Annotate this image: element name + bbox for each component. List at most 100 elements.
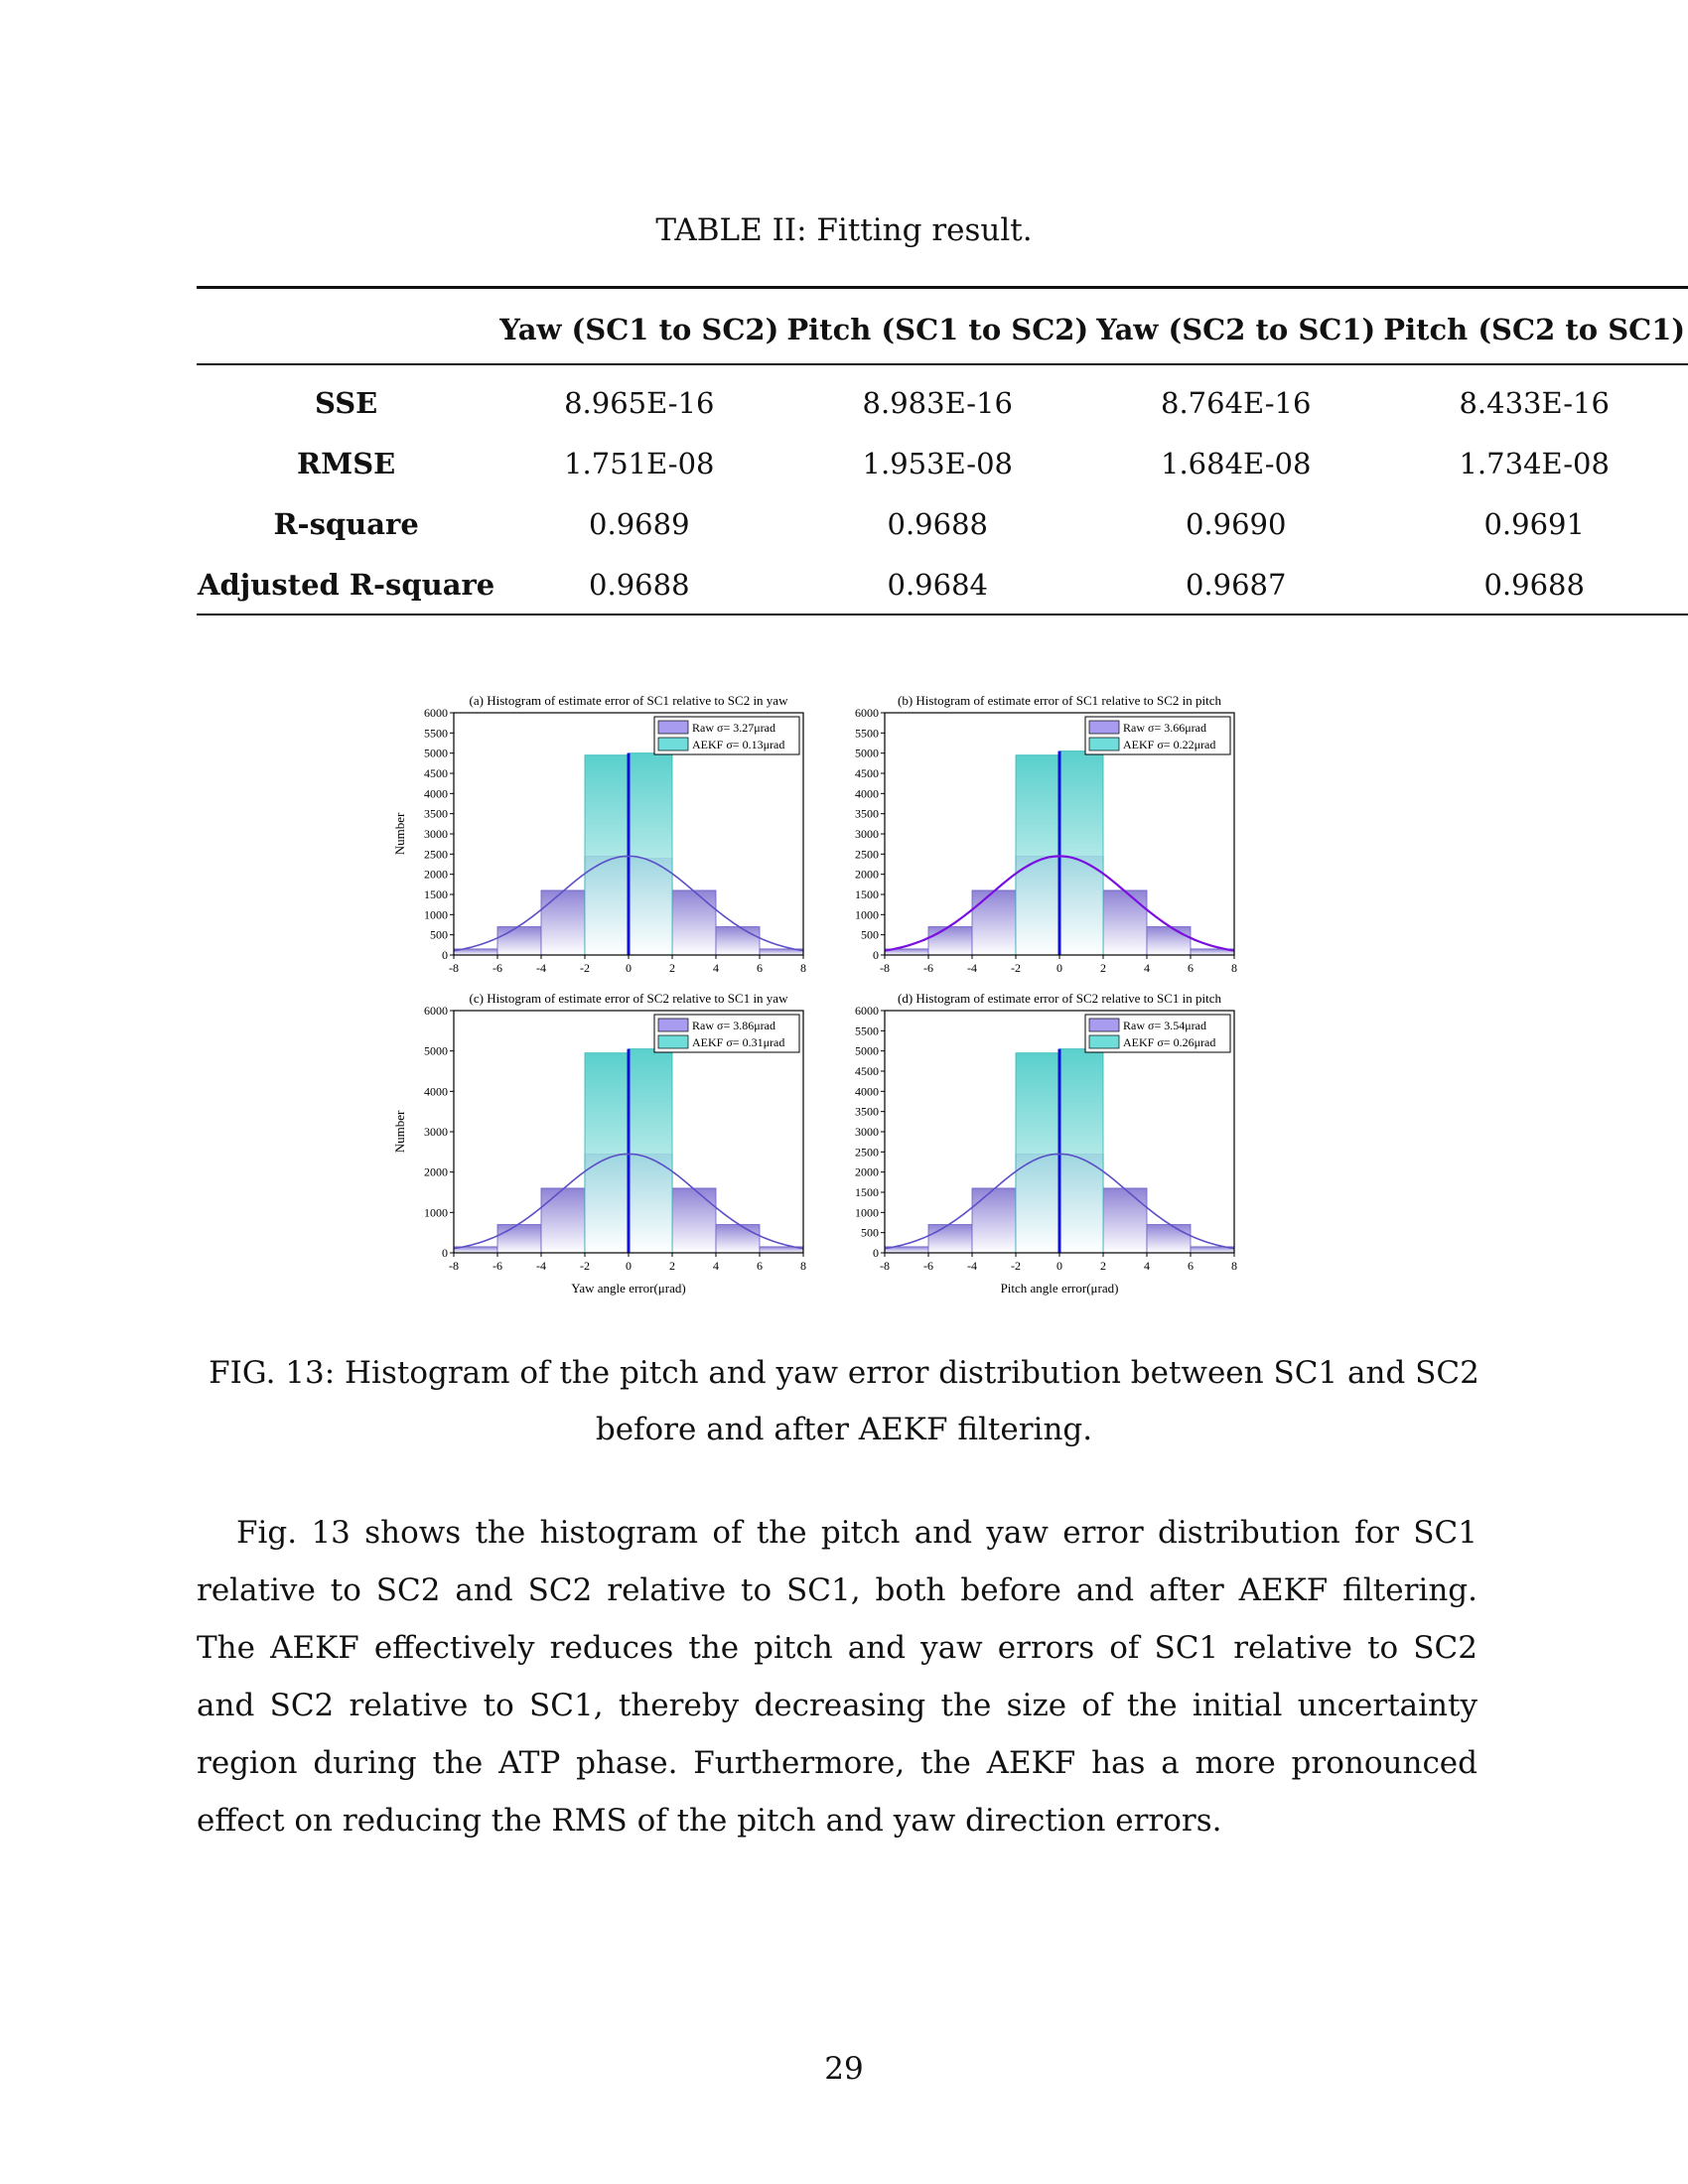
table-cell: 8.764E-16 — [1161, 385, 1312, 420]
legend-swatch-raw — [657, 1018, 689, 1032]
table-row-label: R-square — [273, 506, 419, 541]
legend-swatch-aekf — [657, 737, 689, 751]
x-tick-label: 0 — [1056, 1259, 1062, 1273]
x-tick-label: -8 — [449, 961, 459, 975]
y-tick-label: 0 — [442, 948, 448, 962]
legend-label-raw: Raw σ= 3.66μrad — [1123, 721, 1206, 735]
table-cell: 8.965E-16 — [564, 385, 715, 420]
y-tick-label: 5500 — [855, 726, 879, 740]
y-tick-label: 0 — [873, 1246, 879, 1260]
legend-label-raw: Raw σ= 3.27μrad — [692, 721, 775, 735]
legend-label-aekf: AEKF σ= 0.13μrad — [692, 738, 784, 751]
x-tick-label: -4 — [536, 961, 546, 975]
raw-histogram-bar — [927, 1224, 973, 1254]
y-tick-label: 5500 — [855, 1024, 879, 1037]
x-tick-label: 8 — [1231, 1259, 1237, 1273]
raw-fit-curve — [884, 855, 1235, 952]
raw-histogram-bar — [715, 926, 761, 956]
table-row: SSE 8.965E-16 8.983E-16 8.764E-16 8.433E… — [197, 363, 1688, 433]
aekf-histogram-bar — [584, 1052, 630, 1254]
y-tick-label: 500 — [861, 1226, 879, 1240]
table-cell: 0.9690 — [1185, 506, 1287, 541]
aekf-histogram-bar — [584, 754, 630, 956]
y-tick-label: 4000 — [855, 1084, 879, 1098]
y-tick-label: 4500 — [424, 766, 448, 780]
raw-histogram-bar — [540, 889, 586, 956]
raw-fit-curve — [453, 1153, 804, 1250]
raw-fit-curve — [453, 855, 804, 952]
y-tick-label: 3000 — [855, 827, 879, 841]
x-tick-label: 8 — [800, 961, 806, 975]
table-cell: 1.684E-08 — [1161, 446, 1312, 480]
legend-label-raw: Raw σ= 3.54μrad — [1123, 1019, 1206, 1032]
x-tick-label: 4 — [1144, 961, 1150, 975]
x-tick-label: 8 — [1231, 961, 1237, 975]
y-tick-label: 2000 — [855, 868, 879, 882]
y-tick-label: 5000 — [424, 747, 448, 760]
y-tick-label: 0 — [442, 1246, 448, 1260]
raw-histogram-bar — [715, 1224, 761, 1254]
x-tick-label: -4 — [967, 961, 977, 975]
x-tick-label: 6 — [1188, 1259, 1194, 1273]
legend-label-raw: Raw σ= 3.86μrad — [692, 1019, 775, 1032]
raw-fit-curve — [884, 1153, 1235, 1250]
aekf-histogram-bar — [1058, 1048, 1104, 1254]
raw-histogram-bar — [540, 1187, 586, 1254]
table-header-cell: Pitch (SC1 to SC2) — [786, 313, 1089, 346]
y-tick-label: 5500 — [424, 726, 448, 740]
x-tick-label: 0 — [626, 1259, 632, 1273]
x-tick-label: 2 — [1100, 1259, 1106, 1273]
table-cell: 0.9691 — [1483, 506, 1585, 541]
y-tick-label: 1500 — [855, 1185, 879, 1199]
y-tick-label: 1000 — [855, 1205, 879, 1219]
table-bottom-rule — [197, 614, 1688, 615]
y-tick-label: 4000 — [424, 786, 448, 800]
y-tick-label: 4000 — [424, 1084, 448, 1098]
table-cell: 1.734E-08 — [1459, 446, 1610, 480]
x-tick-label: 6 — [757, 961, 763, 975]
legend-swatch-raw — [1088, 1018, 1120, 1032]
x-axis-label: Yaw angle error(μrad) — [571, 1281, 685, 1296]
table-header-cell: Yaw (SC2 to SC1) — [1096, 313, 1376, 346]
y-tick-label: 4000 — [855, 786, 879, 800]
table-row-label: Adjusted R-square — [198, 567, 495, 602]
x-tick-label: -6 — [923, 961, 933, 975]
table-row: RMSE 1.751E-08 1.953E-08 1.684E-08 1.734… — [197, 433, 1688, 493]
y-tick-label: 6000 — [424, 1004, 448, 1018]
raw-histogram-bar — [496, 926, 542, 956]
table-row-label: SSE — [314, 385, 378, 420]
x-tick-label: -2 — [1011, 961, 1021, 975]
y-tick-label: 3000 — [855, 1125, 879, 1139]
raw-histogram-bar — [671, 1187, 717, 1254]
x-tick-label: -6 — [492, 1259, 502, 1273]
y-tick-label: 500 — [861, 928, 879, 942]
legend-label-aekf: AEKF σ= 0.31μrad — [692, 1035, 784, 1049]
x-tick-label: -6 — [923, 1259, 933, 1273]
y-tick-label: 1500 — [424, 887, 448, 901]
raw-histogram-bar — [971, 1187, 1017, 1254]
table-cell: 0.9684 — [887, 567, 988, 602]
table-cell: 8.433E-16 — [1459, 385, 1610, 420]
x-tick-label: -6 — [492, 961, 502, 975]
chart-title: (b) Histogram of estimate error of SC1 r… — [898, 693, 1222, 708]
x-tick-label: -2 — [580, 1259, 590, 1273]
y-tick-label: 1500 — [855, 887, 879, 901]
raw-histogram-bar — [971, 889, 1017, 956]
figure-caption: FIG. 13: Histogram of the pitch and yaw … — [209, 1355, 1479, 1447]
y-tick-label: 2000 — [424, 1165, 448, 1179]
table-cell: 0.9688 — [1483, 567, 1585, 602]
x-tick-label: 8 — [800, 1259, 806, 1273]
y-tick-label: 1000 — [855, 907, 879, 921]
y-tick-label: 3500 — [424, 807, 448, 821]
aekf-histogram-bar — [628, 1048, 673, 1254]
table-row-label: RMSE — [297, 446, 396, 480]
y-tick-label: 6000 — [855, 706, 879, 720]
aekf-histogram-bar — [1058, 751, 1104, 956]
y-tick-label: 5000 — [424, 1044, 448, 1058]
y-tick-label: 2000 — [424, 868, 448, 882]
legend-label-aekf: AEKF σ= 0.26μrad — [1123, 1035, 1215, 1049]
table-cell: 1.953E-08 — [862, 446, 1013, 480]
table-cell: 0.9689 — [589, 506, 690, 541]
table-row: R-square 0.9689 0.9688 0.9690 0.9691 — [197, 493, 1688, 554]
y-tick-label: 6000 — [424, 706, 448, 720]
